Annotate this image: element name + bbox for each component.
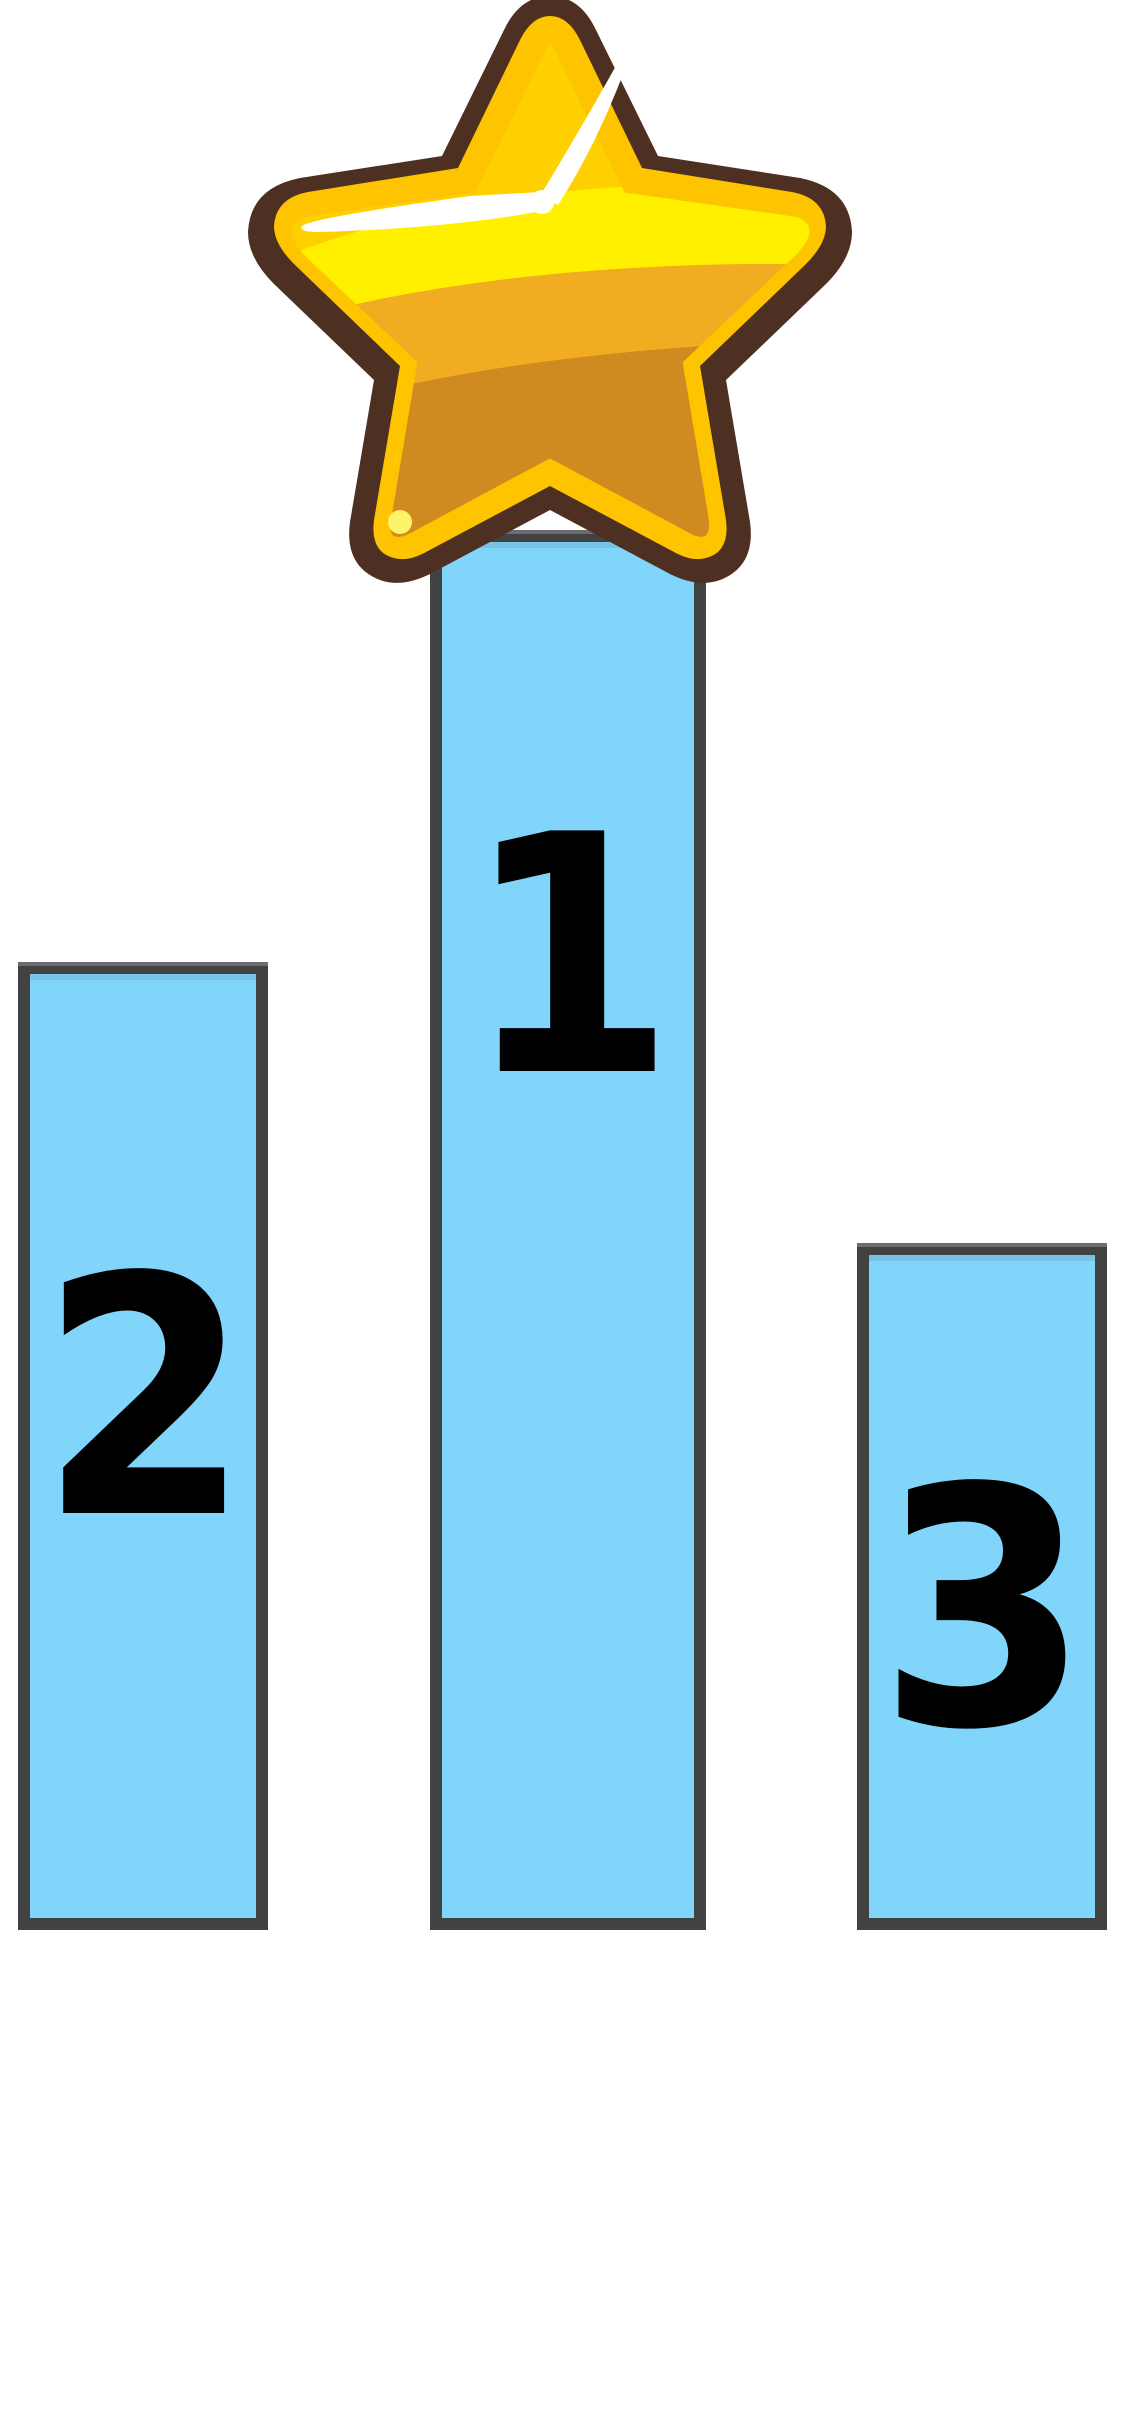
- star-icon: [240, 0, 860, 600]
- podium-rank-label-3: 3: [878, 1418, 1089, 1802]
- podium-rank-label-1: 1: [464, 765, 675, 1149]
- podium-second-place: 2: [18, 962, 268, 1930]
- podium-third-place: 3: [857, 1243, 1107, 1930]
- podium-first-place: 1: [430, 530, 706, 1930]
- podium-rank-label-2: 2: [39, 1207, 250, 1591]
